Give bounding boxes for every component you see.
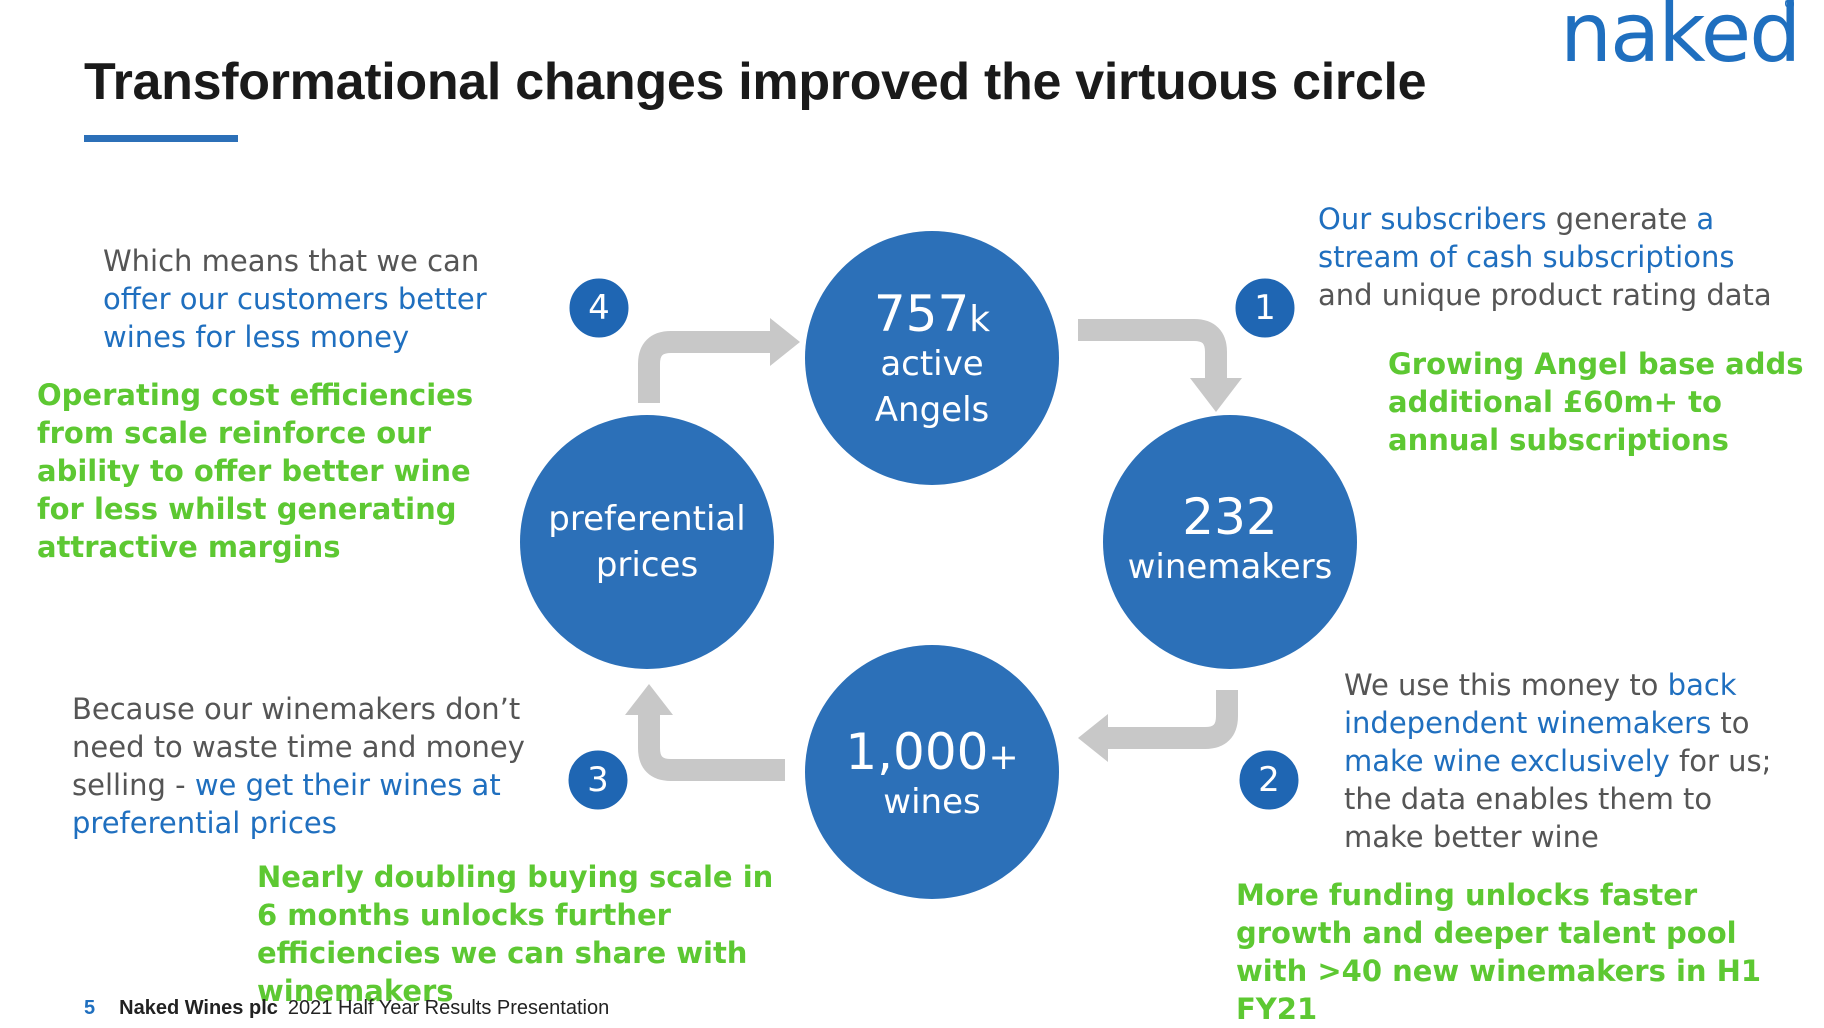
arrow-winemakers-to-wines — [1108, 690, 1238, 749]
wines-suffix: + — [988, 736, 1019, 778]
prices-circle — [520, 415, 774, 669]
wines-line1: wines — [883, 781, 981, 822]
step2-part4: make wine exclusively — [1344, 744, 1670, 778]
prices-line2: prices — [595, 544, 699, 585]
step4-part2: offer our customers better wines for les… — [103, 282, 487, 354]
step1-green-text: Growing Angel base adds additional £60m+… — [1388, 347, 1804, 457]
step3-part1: Because our winemakers don’t need to was… — [72, 692, 525, 802]
arrowhead-1 — [1190, 378, 1242, 412]
angels-circle — [805, 231, 1059, 485]
winemakers-value: 232 — [1182, 487, 1278, 546]
step1-part1: Our subscribers — [1318, 202, 1547, 236]
wines-circle — [805, 645, 1059, 899]
badge-4: 4 — [588, 288, 610, 328]
step2-part1: We use this money to — [1344, 668, 1668, 702]
slide-title: Transformational changes improved the vi… — [84, 53, 1427, 111]
wines-value: 1,000 — [845, 722, 989, 781]
angels-value: 757 — [873, 284, 970, 343]
step1-part2: generate — [1546, 202, 1697, 236]
badge-2: 2 — [1258, 760, 1280, 800]
step3-green-text: Nearly doubling buying scale in 6 months… — [257, 860, 774, 1008]
arrow-angels-to-winemakers — [1078, 319, 1227, 378]
step3-text: Because our winemakers don’t need to was… — [72, 690, 542, 842]
page-number: 5 — [84, 997, 96, 1019]
step4-green-text: Operating cost efficiencies from scale r… — [37, 378, 474, 564]
logo-word: naked — [1560, 0, 1801, 81]
step1-part4: and unique product rating data — [1318, 278, 1772, 312]
winemakers-line1: winemakers — [1127, 546, 1333, 587]
footer-subtitle: 2021 Half Year Results Presentation — [287, 997, 610, 1019]
step4-part1: Which means that we can — [103, 244, 480, 278]
badge-circle-3 — [565, 747, 631, 813]
arrowhead-3 — [625, 684, 673, 715]
step2-part2: back independent winemakers — [1344, 668, 1737, 740]
angels-line2: Angels — [874, 389, 990, 430]
arrowhead-2 — [1078, 714, 1108, 762]
angels-suffix: k — [969, 298, 991, 340]
step2-green-text: More funding unlocks faster growth and d… — [1236, 878, 1762, 1026]
footer-company: Naked Wines plc — [119, 997, 278, 1019]
badge-circle-4 — [566, 275, 632, 341]
arrow-wines-to-prices — [638, 715, 785, 781]
winemakers-circle — [1103, 415, 1357, 669]
angels-label: 757k active Angels — [805, 270, 1059, 450]
naked-wines-logo: naked wines — [1560, 0, 1801, 81]
step2-text: We use this money to back independent wi… — [1344, 666, 1774, 856]
step4-text: Which means that we can offer our custom… — [103, 242, 553, 356]
badge-1: 1 — [1254, 288, 1276, 328]
step1-text: Our subscribers generate a stream of cas… — [1318, 200, 1798, 314]
arrowhead-4 — [770, 318, 800, 366]
slide-footer: 5 Naked Wines plc 2021 Half Year Results P… — [84, 997, 609, 1020]
angels-line1: active — [880, 343, 984, 384]
arrow-prices-to-angels — [638, 331, 770, 403]
prices-line1: preferential — [548, 498, 746, 539]
step2-part3: to — [1711, 706, 1750, 740]
prices-label: preferential prices — [520, 495, 774, 590]
step1-part3: a stream of cash subscriptions — [1318, 202, 1735, 274]
step3-part2: we get their wines at preferential price… — [72, 768, 501, 840]
winemakers-label: 232 winemakers — [1103, 475, 1357, 605]
badge-circle-1 — [1232, 275, 1298, 341]
badge-circle-2 — [1236, 747, 1302, 813]
wines-label: 1,000+ wines — [805, 710, 1059, 840]
badge-3: 3 — [587, 760, 609, 800]
step2-part5: for us; the data enables them to make be… — [1344, 744, 1772, 854]
title-underline — [84, 135, 238, 142]
